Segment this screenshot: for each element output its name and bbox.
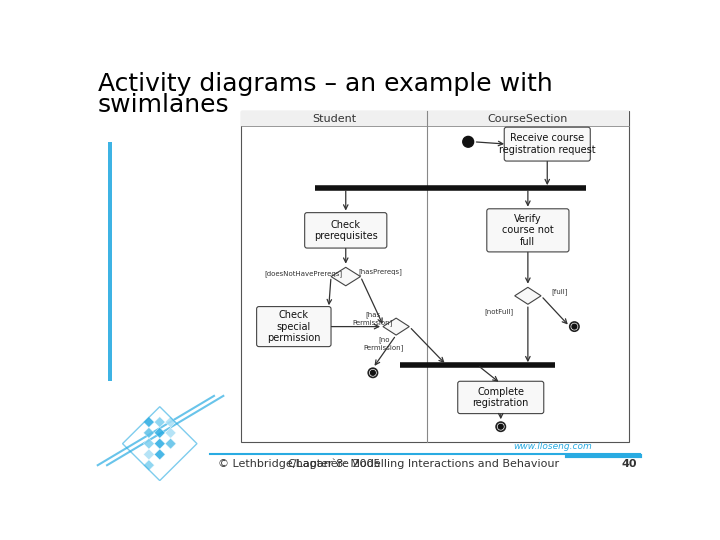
- Text: Activity diagrams – an example with: Activity diagrams – an example with: [98, 72, 552, 97]
- Polygon shape: [154, 449, 165, 460]
- Text: Complete
registration: Complete registration: [472, 387, 529, 408]
- Circle shape: [371, 370, 375, 375]
- FancyBboxPatch shape: [458, 381, 544, 414]
- Circle shape: [463, 137, 474, 147]
- Polygon shape: [143, 438, 154, 449]
- Polygon shape: [143, 417, 154, 428]
- Text: CourseSection: CourseSection: [487, 114, 568, 124]
- Circle shape: [572, 324, 577, 329]
- Bar: [241, 111, 629, 442]
- Polygon shape: [331, 267, 361, 286]
- Polygon shape: [165, 417, 176, 428]
- Text: [doesNotHavePrereqs]: [doesNotHavePrereqs]: [264, 270, 342, 277]
- Polygon shape: [165, 438, 176, 449]
- Text: [has
Permission]: [has Permission]: [353, 312, 393, 326]
- Polygon shape: [515, 287, 541, 304]
- Polygon shape: [154, 417, 165, 428]
- FancyBboxPatch shape: [305, 213, 387, 248]
- Text: © Lethbridge/Laganère 2005: © Lethbridge/Laganère 2005: [218, 458, 380, 469]
- FancyBboxPatch shape: [487, 209, 569, 252]
- Text: www.lloseng.com: www.lloseng.com: [513, 442, 593, 451]
- Polygon shape: [143, 428, 154, 438]
- Polygon shape: [143, 460, 154, 470]
- Text: Check
prerequisites: Check prerequisites: [314, 220, 377, 241]
- Text: [full]: [full]: [551, 288, 567, 294]
- Circle shape: [570, 322, 579, 331]
- Polygon shape: [154, 428, 165, 438]
- Bar: [108, 142, 112, 381]
- Text: Check
special
permission: Check special permission: [267, 310, 320, 343]
- Polygon shape: [383, 318, 409, 335]
- Text: 40: 40: [621, 458, 637, 469]
- Polygon shape: [143, 449, 154, 460]
- Polygon shape: [154, 438, 165, 449]
- Text: Verify
course not
full: Verify course not full: [502, 214, 554, 247]
- Text: Receive course
registration request: Receive course registration request: [499, 133, 595, 155]
- Text: Chapter 8: Modelling Interactions and Behaviour: Chapter 8: Modelling Interactions and Be…: [288, 458, 559, 469]
- Circle shape: [498, 424, 503, 429]
- Text: Student: Student: [312, 114, 356, 124]
- Text: [hasPrereqs]: [hasPrereqs]: [359, 268, 402, 275]
- FancyBboxPatch shape: [504, 127, 590, 161]
- Text: [no
Permission]: [no Permission]: [364, 336, 404, 351]
- FancyBboxPatch shape: [256, 307, 331, 347]
- Text: [notFull]: [notFull]: [485, 308, 514, 315]
- Polygon shape: [165, 428, 176, 438]
- Circle shape: [368, 368, 377, 377]
- Bar: [241, 111, 629, 126]
- Text: swimlanes: swimlanes: [98, 92, 230, 117]
- Circle shape: [496, 422, 505, 431]
